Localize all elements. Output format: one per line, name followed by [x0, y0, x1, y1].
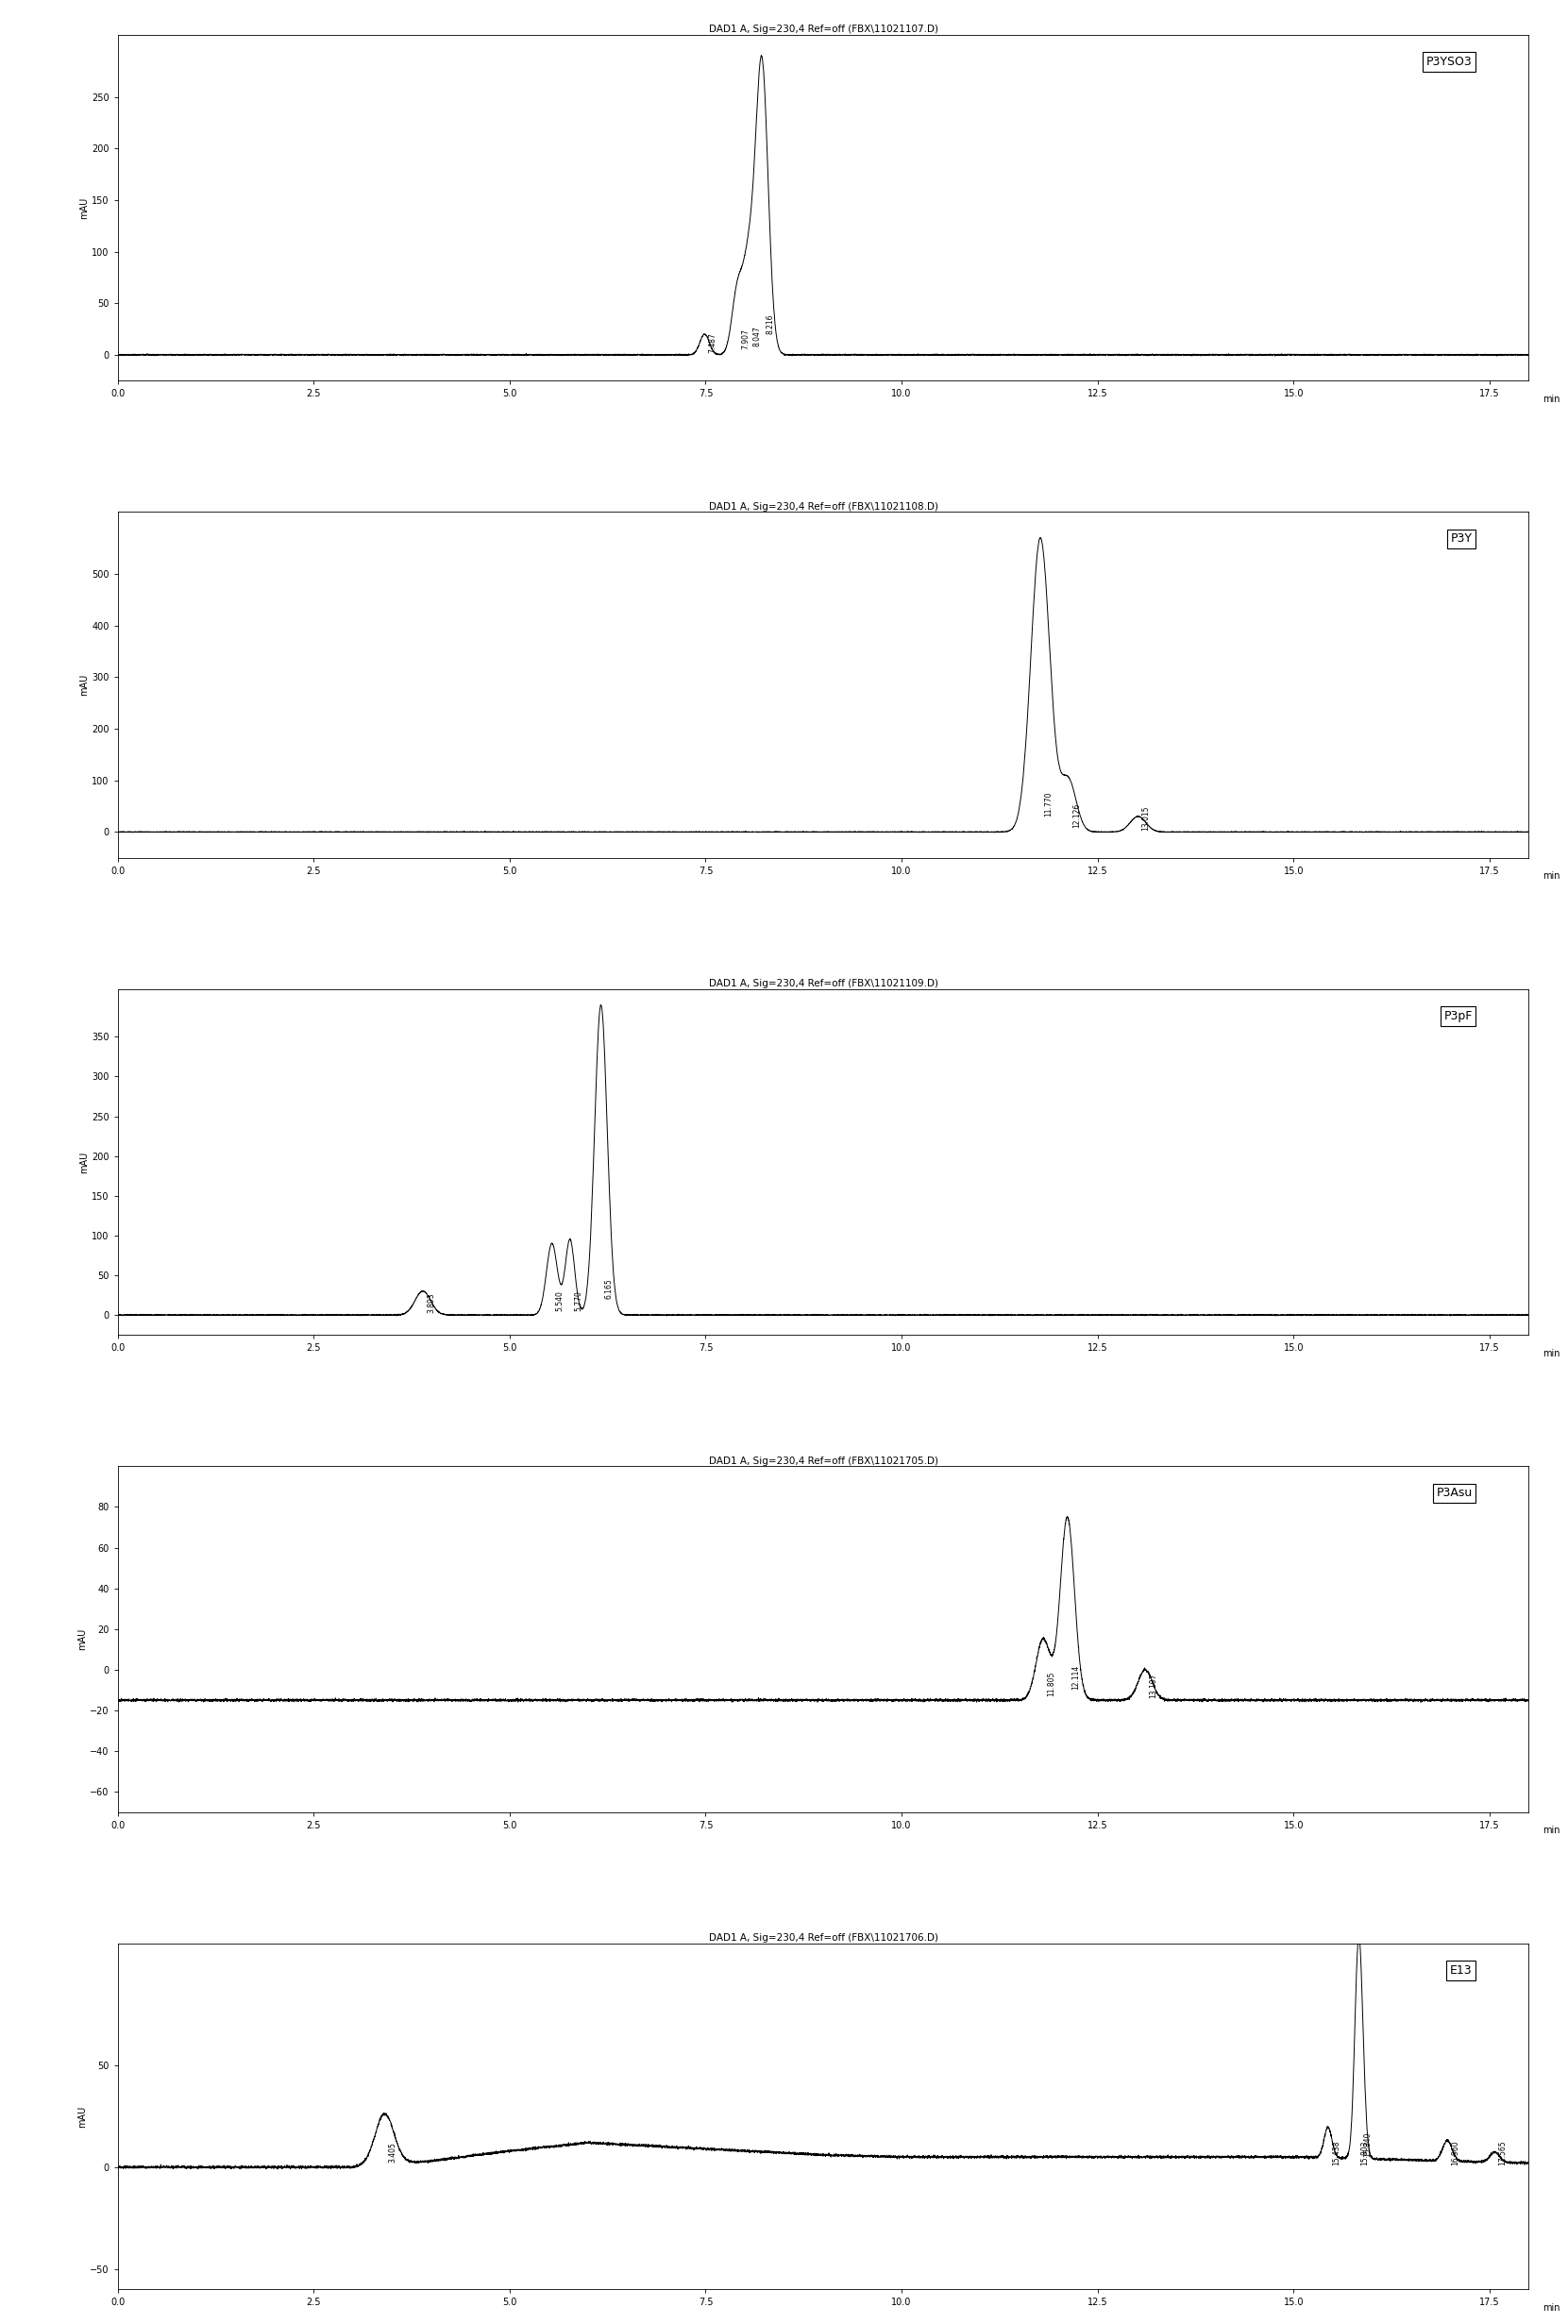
Text: 13.015: 13.015 [1142, 806, 1151, 830]
Title: DAD1 A, Sig=230,4 Ref=off (FBX\11021107.D): DAD1 A, Sig=230,4 Ref=off (FBX\11021107.… [709, 26, 938, 35]
Text: 12.114: 12.114 [1071, 1666, 1080, 1690]
Text: 7.487: 7.487 [709, 332, 717, 353]
Title: DAD1 A, Sig=230,4 Ref=off (FBX\11021109.D): DAD1 A, Sig=230,4 Ref=off (FBX\11021109.… [709, 978, 938, 988]
Text: min: min [1543, 1827, 1560, 1836]
Title: DAD1 A, Sig=230,4 Ref=off (FBX\11021705.D): DAD1 A, Sig=230,4 Ref=off (FBX\11021705.… [709, 1457, 938, 1466]
Text: min: min [1543, 872, 1560, 881]
Text: 3.405: 3.405 [389, 2143, 397, 2164]
Y-axis label: mAU: mAU [78, 2106, 88, 2126]
Y-axis label: mAU: mAU [78, 1629, 88, 1650]
Text: 11.770: 11.770 [1044, 792, 1052, 816]
Text: 8.216: 8.216 [765, 314, 775, 335]
Text: 15.840: 15.840 [1363, 2131, 1372, 2157]
Text: P3pF: P3pF [1444, 1011, 1472, 1023]
Text: 6.165: 6.165 [605, 1278, 613, 1299]
Title: DAD1 A, Sig=230,4 Ref=off (FBX\11021108.D): DAD1 A, Sig=230,4 Ref=off (FBX\11021108.… [709, 502, 938, 511]
Text: 7.907: 7.907 [742, 330, 750, 349]
Title: DAD1 A, Sig=230,4 Ref=off (FBX\11021706.D): DAD1 A, Sig=230,4 Ref=off (FBX\11021706.… [709, 1934, 938, 1943]
Text: P3Asu: P3Asu [1436, 1487, 1472, 1499]
Text: P3Y: P3Y [1450, 532, 1472, 546]
Text: 16.960: 16.960 [1452, 2140, 1460, 2166]
Text: 15.438: 15.438 [1331, 2140, 1341, 2166]
Y-axis label: mAU: mAU [80, 198, 89, 218]
Text: 17.565: 17.565 [1499, 2140, 1507, 2166]
Text: 11.805: 11.805 [1047, 1671, 1055, 1697]
Text: min: min [1543, 2303, 1560, 2312]
Text: 12.126: 12.126 [1073, 804, 1080, 827]
Text: 15.803: 15.803 [1361, 2140, 1369, 2166]
Y-axis label: mAU: mAU [80, 674, 89, 695]
Text: 3.893: 3.893 [426, 1292, 436, 1313]
Text: 8.047: 8.047 [753, 325, 760, 346]
Text: P3YSO3: P3YSO3 [1427, 56, 1472, 67]
Y-axis label: mAU: mAU [80, 1150, 89, 1174]
Text: 5.770: 5.770 [574, 1290, 582, 1311]
Text: min: min [1543, 1348, 1560, 1357]
Text: 13.107: 13.107 [1149, 1673, 1157, 1699]
Text: min: min [1543, 395, 1560, 404]
Text: 5.540: 5.540 [555, 1290, 564, 1311]
Text: E13: E13 [1450, 1964, 1472, 1975]
